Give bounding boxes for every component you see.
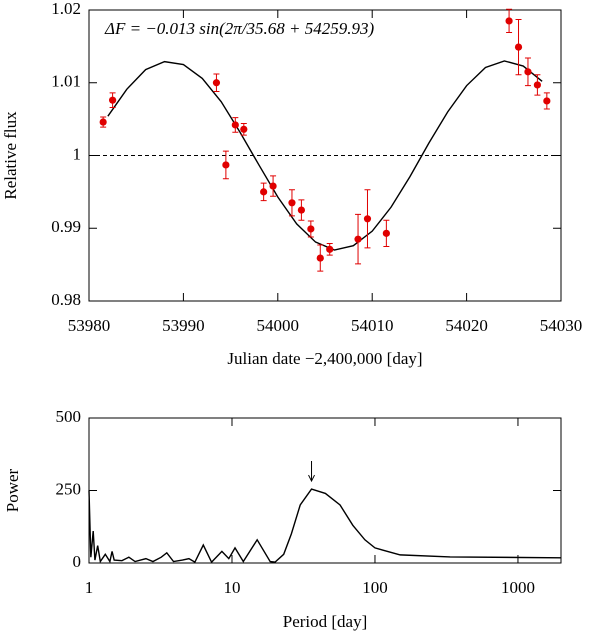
data-point (524, 68, 532, 76)
data-point (326, 245, 334, 253)
x-axis-label: Period [day] (283, 612, 368, 631)
plot-frame (88, 417, 562, 564)
x-tick-label: 53990 (162, 316, 205, 335)
y-tick-label: 250 (56, 479, 82, 498)
y-tick-label: 0.98 (51, 290, 81, 309)
periodogram (88, 488, 562, 564)
x-axis-label: Julian date −2,400,000 [day] (227, 349, 422, 368)
data-point (505, 17, 513, 25)
y-axis-label: Relative flux (1, 111, 20, 200)
data-point (109, 96, 117, 104)
peak-arrow (308, 461, 315, 483)
x-tick-label: 54020 (445, 316, 488, 335)
data-point (231, 121, 239, 129)
y-tick-label: 0 (73, 552, 82, 571)
data-point (212, 79, 221, 87)
data-point (533, 81, 542, 89)
y-tick-label: 1.01 (51, 72, 81, 91)
x-tick-label: 100 (362, 578, 388, 597)
data-point (307, 225, 315, 233)
x-tick-label: 1000 (501, 578, 535, 597)
data-point (382, 229, 390, 237)
y-tick-label: 1.02 (51, 0, 81, 18)
data-point (222, 161, 230, 169)
data-point (363, 215, 372, 223)
y-axis-label: Power (3, 468, 22, 512)
y-tick-label: 500 (56, 407, 82, 426)
x-tick-label: 1 (85, 578, 94, 597)
x-tick-label: 54010 (351, 316, 394, 335)
data-point (543, 97, 551, 105)
x-tick-label: 54000 (257, 316, 300, 335)
fit-curve (107, 60, 543, 251)
y-tick-label: 0.99 (51, 217, 81, 236)
data-point (514, 43, 523, 51)
x-tick-label: 54030 (540, 316, 583, 335)
data-point (354, 235, 362, 243)
data-point (260, 188, 268, 196)
y-tick-label: 1 (73, 144, 82, 163)
x-tick-label: 53980 (68, 316, 111, 335)
data-point (99, 118, 107, 126)
x-tick-label: 10 (223, 578, 240, 597)
data-point (288, 199, 296, 207)
data-point (269, 182, 277, 190)
data-point (240, 125, 248, 133)
data-point (316, 254, 324, 262)
data-point (297, 206, 305, 214)
annotation: ΔF = −0.013 sin(2π/35.68 + 54259.93) (104, 19, 375, 38)
